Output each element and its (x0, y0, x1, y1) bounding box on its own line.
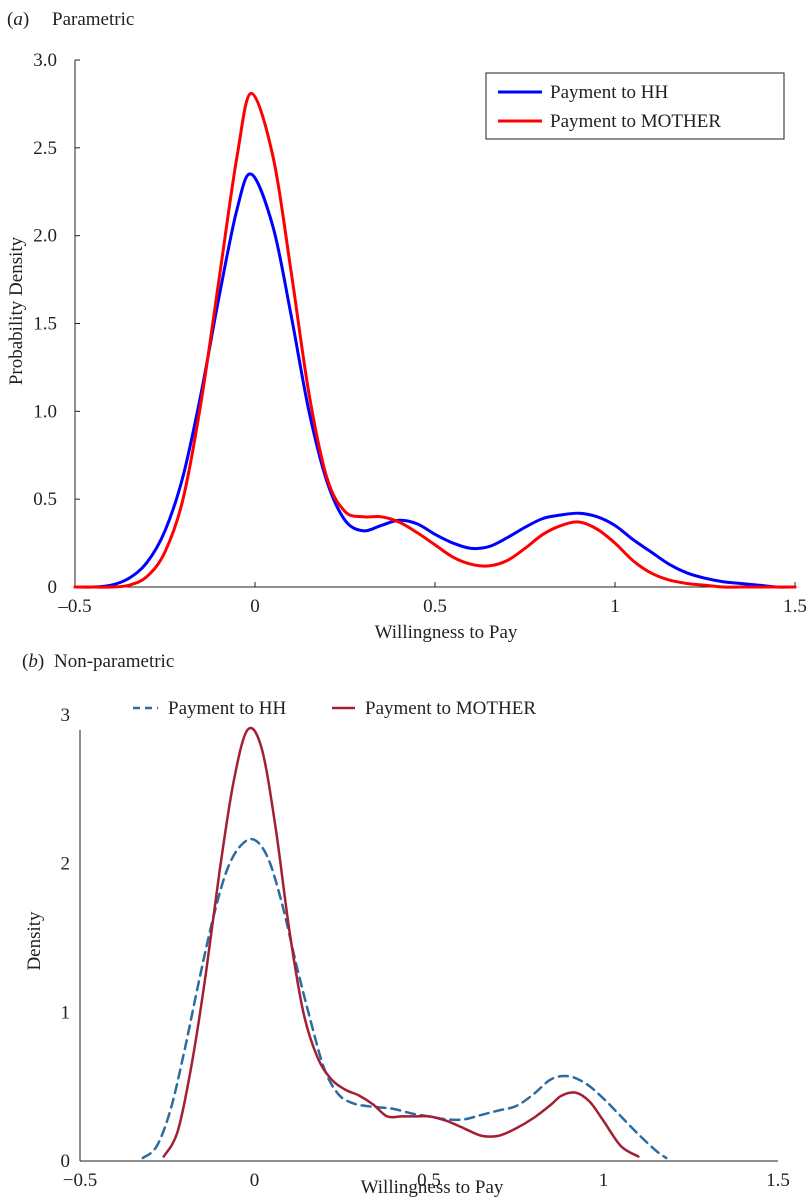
panel-a-xtick-label: 1.5 (783, 596, 807, 617)
panel-b: (b) Non-parametric Payment to HH Payment… (22, 651, 790, 1198)
panel-a-letter: (a) (7, 9, 29, 30)
panel-a-series-hh-line (75, 174, 795, 587)
panel-a-letter-value: a (13, 9, 23, 30)
panel-a-lines (75, 93, 795, 587)
panel-b-letter: (b) (22, 651, 44, 672)
panel-b-yticks: 0 1 2 3 (61, 705, 71, 1172)
panel-a-xtick-label: 0 (250, 596, 260, 617)
panel-b-legend-label-mother: Payment to MOTHER (365, 698, 536, 719)
panel-a-xtick-label: 1 (610, 596, 620, 617)
panel-b-xlabel: Willingness to Pay (361, 1177, 504, 1198)
panel-a-ytick-label: 2.5 (33, 138, 57, 159)
panel-a-ytick-label: 2.0 (33, 226, 57, 247)
panel-a-yticks: 0 0.5 1.0 1.5 2.0 2.5 3.0 (33, 50, 80, 598)
panel-b-ytick-label: 0 (61, 1151, 71, 1172)
panel-a-title: Parametric (52, 9, 134, 30)
panel-a-ylabel: Probability Density (6, 236, 27, 385)
panel-b-lines (143, 728, 667, 1158)
panel-b-ylabel: Density (24, 911, 45, 971)
panel-b-series-hh-line (143, 839, 667, 1158)
panel-a-ytick-label: 0 (48, 577, 58, 598)
panel-a-ytick-label: 1.0 (33, 401, 57, 422)
panel-a-series-mother-line (75, 93, 795, 587)
panel-b-xtick-label: 1.5 (766, 1170, 790, 1191)
panel-b-letter-value: b (28, 651, 38, 672)
panel-b-series-mother-line (164, 728, 639, 1157)
panel-b-ytick-label: 3 (61, 705, 71, 726)
panel-a-legend-label-hh: Payment to HH (550, 82, 668, 103)
panel-b-xtick-label: 1 (599, 1170, 609, 1191)
panel-b-xtick-label: 0 (250, 1170, 260, 1191)
panel-a-legend: Payment to HH Payment to MOTHER (486, 73, 784, 139)
panel-a-xtick-label: 0.5 (423, 596, 447, 617)
panel-b-xtick-label: −0.5 (63, 1170, 97, 1191)
panel-a-legend-label-mother: Payment to MOTHER (550, 111, 721, 132)
panel-b-legend-label-hh: Payment to HH (168, 698, 286, 719)
panel-b-ytick-label: 2 (61, 854, 71, 875)
panel-b-title: Non-parametric (54, 651, 174, 672)
panel-a-ytick-label: 0.5 (33, 489, 57, 510)
panel-a-xtick-label: –0.5 (57, 596, 91, 617)
panel-a: (a) Parametric 00.51.01.52.02.53.0 –0.5 0… (6, 9, 807, 643)
panel-a-ytick-label: 3.0 (33, 50, 57, 71)
panel-a-ytick-label: 1.5 (33, 314, 57, 335)
panel-a-xlabel: Willingness to Pay (375, 622, 518, 643)
panel-b-ytick-label: 1 (61, 1002, 71, 1023)
panel-b-legend: Payment to HH Payment to MOTHER (133, 698, 536, 719)
